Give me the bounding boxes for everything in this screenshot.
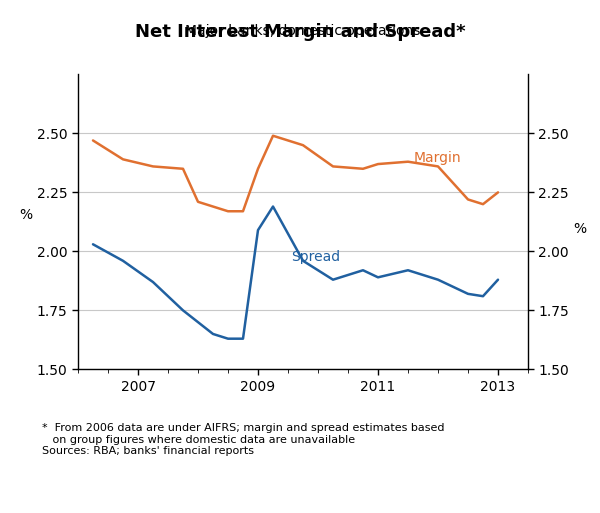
Text: Spread: Spread (291, 250, 340, 264)
Y-axis label: %: % (574, 222, 587, 236)
Title: Major banks, domestic operations: Major banks, domestic operations (185, 25, 421, 38)
Text: Net Interest Margin and Spread*: Net Interest Margin and Spread* (134, 23, 466, 41)
Y-axis label: %: % (19, 208, 32, 222)
Text: Margin: Margin (414, 151, 461, 165)
Text: *  From 2006 data are under AIFRS; margin and spread estimates based
   on group: * From 2006 data are under AIFRS; margin… (42, 423, 445, 457)
